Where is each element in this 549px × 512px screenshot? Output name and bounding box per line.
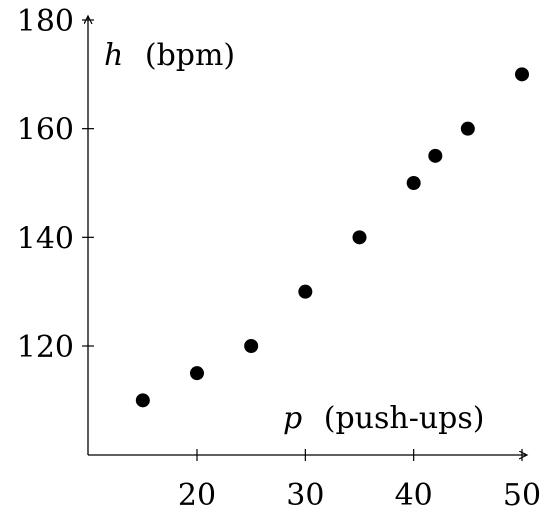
x-axis-variable: p [283, 401, 302, 436]
y-axis-variable: h [104, 38, 123, 73]
y-axis-title: h (bpm) [104, 38, 235, 73]
y-tick-label: 140 [17, 221, 74, 256]
data-point [352, 230, 367, 245]
data-point [460, 121, 475, 136]
x-axis-title: p (push-ups) [283, 401, 484, 436]
y-tick-label: 120 [17, 330, 74, 365]
x-axis-unit: (push-ups) [324, 401, 485, 436]
data-point [428, 148, 443, 163]
y-tick-label: 160 [17, 113, 74, 148]
y-axis-unit: (bpm) [145, 38, 235, 73]
data-point [244, 339, 259, 353]
x-tick-label: 40 [395, 478, 433, 512]
data-point [406, 176, 421, 190]
data-point [190, 366, 204, 381]
data-point [298, 284, 313, 299]
x-tick-label: 50 [503, 478, 541, 512]
y-tick-label: 180 [17, 4, 74, 39]
x-tick-label: 30 [286, 478, 324, 512]
data-point [135, 393, 150, 408]
x-tick-label: 20 [178, 478, 216, 512]
data-point [515, 67, 529, 82]
